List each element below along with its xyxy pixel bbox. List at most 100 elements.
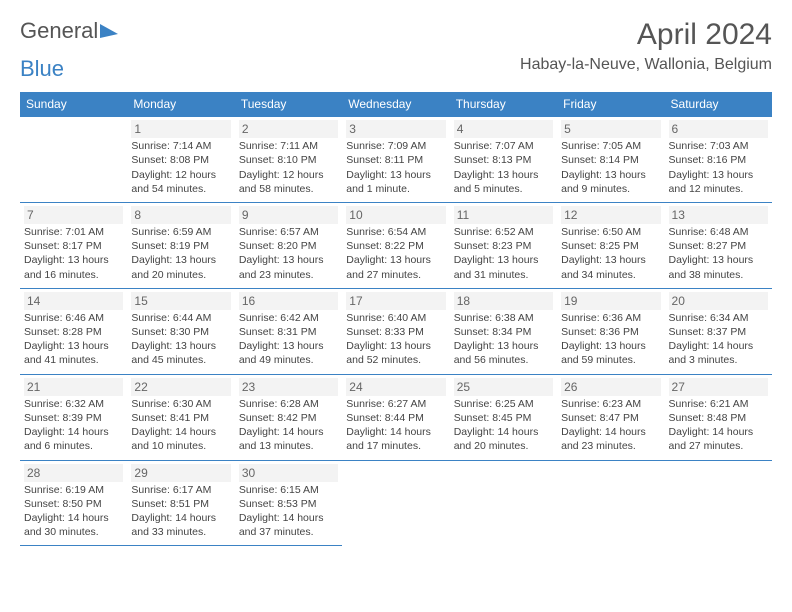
day-number: 4 [454, 120, 553, 138]
cell-daylight1: Daylight: 12 hours [239, 168, 338, 182]
day-number: 17 [346, 292, 445, 310]
cell-daylight1: Daylight: 13 hours [239, 253, 338, 267]
cell-sunset: Sunset: 8:19 PM [131, 239, 230, 253]
calendar-cell: 22Sunrise: 6:30 AMSunset: 8:41 PMDayligh… [127, 374, 234, 460]
calendar-cell [665, 460, 772, 546]
cell-daylight1: Daylight: 13 hours [346, 339, 445, 353]
calendar-cell: 11Sunrise: 6:52 AMSunset: 8:23 PMDayligh… [450, 202, 557, 288]
day-number: 21 [24, 378, 123, 396]
cell-sunrise: Sunrise: 6:57 AM [239, 225, 338, 239]
day-number: 1 [131, 120, 230, 138]
calendar-cell: 17Sunrise: 6:40 AMSunset: 8:33 PMDayligh… [342, 288, 449, 374]
cell-daylight2: and 27 minutes. [669, 439, 768, 453]
day-number: 19 [561, 292, 660, 310]
cell-daylight1: Daylight: 13 hours [454, 253, 553, 267]
calendar-cell: 18Sunrise: 6:38 AMSunset: 8:34 PMDayligh… [450, 288, 557, 374]
cell-daylight1: Daylight: 13 hours [561, 339, 660, 353]
cell-sunrise: Sunrise: 6:27 AM [346, 397, 445, 411]
cell-sunrise: Sunrise: 6:38 AM [454, 311, 553, 325]
cell-daylight1: Daylight: 13 hours [239, 339, 338, 353]
calendar-cell: 16Sunrise: 6:42 AMSunset: 8:31 PMDayligh… [235, 288, 342, 374]
cell-daylight2: and 20 minutes. [454, 439, 553, 453]
cell-daylight2: and 41 minutes. [24, 353, 123, 367]
calendar-cell: 8Sunrise: 6:59 AMSunset: 8:19 PMDaylight… [127, 202, 234, 288]
calendar-week-row: 28Sunrise: 6:19 AMSunset: 8:50 PMDayligh… [20, 460, 772, 546]
calendar-cell: 3Sunrise: 7:09 AMSunset: 8:11 PMDaylight… [342, 117, 449, 203]
cell-daylight1: Daylight: 14 hours [669, 425, 768, 439]
cell-sunset: Sunset: 8:42 PM [239, 411, 338, 425]
cell-sunset: Sunset: 8:34 PM [454, 325, 553, 339]
cell-daylight1: Daylight: 12 hours [131, 168, 230, 182]
cell-daylight2: and 1 minute. [346, 182, 445, 196]
day-number: 22 [131, 378, 230, 396]
calendar-week-row: 14Sunrise: 6:46 AMSunset: 8:28 PMDayligh… [20, 288, 772, 374]
cell-sunrise: Sunrise: 6:28 AM [239, 397, 338, 411]
cell-daylight2: and 6 minutes. [24, 439, 123, 453]
day-number: 20 [669, 292, 768, 310]
cell-sunset: Sunset: 8:11 PM [346, 153, 445, 167]
cell-sunset: Sunset: 8:33 PM [346, 325, 445, 339]
cell-daylight1: Daylight: 14 hours [131, 425, 230, 439]
cell-daylight2: and 45 minutes. [131, 353, 230, 367]
day-number: 2 [239, 120, 338, 138]
cell-sunset: Sunset: 8:23 PM [454, 239, 553, 253]
cell-sunrise: Sunrise: 6:15 AM [239, 483, 338, 497]
calendar-cell: 24Sunrise: 6:27 AMSunset: 8:44 PMDayligh… [342, 374, 449, 460]
calendar-cell [450, 460, 557, 546]
cell-daylight1: Daylight: 13 hours [454, 339, 553, 353]
calendar-cell [342, 460, 449, 546]
day-number: 6 [669, 120, 768, 138]
calendar-cell: 1Sunrise: 7:14 AMSunset: 8:08 PMDaylight… [127, 117, 234, 203]
day-number: 12 [561, 206, 660, 224]
location: Habay-la-Neuve, Wallonia, Belgium [520, 56, 772, 74]
logo-text-1: General [20, 18, 98, 44]
cell-daylight1: Daylight: 14 hours [24, 425, 123, 439]
cell-daylight1: Daylight: 14 hours [131, 511, 230, 525]
cell-sunset: Sunset: 8:16 PM [669, 153, 768, 167]
cell-sunset: Sunset: 8:44 PM [346, 411, 445, 425]
cell-daylight1: Daylight: 14 hours [239, 425, 338, 439]
cell-sunset: Sunset: 8:17 PM [24, 239, 123, 253]
cell-sunrise: Sunrise: 6:30 AM [131, 397, 230, 411]
calendar-cell: 9Sunrise: 6:57 AMSunset: 8:20 PMDaylight… [235, 202, 342, 288]
calendar-week-row: 21Sunrise: 6:32 AMSunset: 8:39 PMDayligh… [20, 374, 772, 460]
cell-sunset: Sunset: 8:30 PM [131, 325, 230, 339]
cell-daylight1: Daylight: 14 hours [454, 425, 553, 439]
cell-sunrise: Sunrise: 6:36 AM [561, 311, 660, 325]
cell-daylight2: and 49 minutes. [239, 353, 338, 367]
cell-daylight2: and 9 minutes. [561, 182, 660, 196]
day-header: Wednesday [342, 92, 449, 117]
calendar-cell: 25Sunrise: 6:25 AMSunset: 8:45 PMDayligh… [450, 374, 557, 460]
cell-daylight1: Daylight: 14 hours [669, 339, 768, 353]
cell-sunset: Sunset: 8:22 PM [346, 239, 445, 253]
calendar-cell: 15Sunrise: 6:44 AMSunset: 8:30 PMDayligh… [127, 288, 234, 374]
calendar-cell [557, 460, 664, 546]
day-number: 27 [669, 378, 768, 396]
calendar-week-row: 1Sunrise: 7:14 AMSunset: 8:08 PMDaylight… [20, 117, 772, 203]
calendar-cell: 7Sunrise: 7:01 AMSunset: 8:17 PMDaylight… [20, 202, 127, 288]
day-number: 30 [239, 464, 338, 482]
cell-daylight2: and 38 minutes. [669, 268, 768, 282]
logo: General [20, 18, 118, 44]
cell-daylight1: Daylight: 14 hours [239, 511, 338, 525]
cell-sunset: Sunset: 8:20 PM [239, 239, 338, 253]
cell-daylight2: and 16 minutes. [24, 268, 123, 282]
day-number: 26 [561, 378, 660, 396]
cell-daylight1: Daylight: 13 hours [24, 253, 123, 267]
calendar-table: Sunday Monday Tuesday Wednesday Thursday… [20, 92, 772, 546]
day-header: Saturday [665, 92, 772, 117]
cell-daylight2: and 13 minutes. [239, 439, 338, 453]
calendar-cell: 19Sunrise: 6:36 AMSunset: 8:36 PMDayligh… [557, 288, 664, 374]
day-number: 7 [24, 206, 123, 224]
day-header: Friday [557, 92, 664, 117]
cell-sunrise: Sunrise: 7:11 AM [239, 139, 338, 153]
calendar-cell: 30Sunrise: 6:15 AMSunset: 8:53 PMDayligh… [235, 460, 342, 546]
cell-sunrise: Sunrise: 6:52 AM [454, 225, 553, 239]
calendar-cell: 4Sunrise: 7:07 AMSunset: 8:13 PMDaylight… [450, 117, 557, 203]
cell-sunrise: Sunrise: 7:05 AM [561, 139, 660, 153]
cell-sunset: Sunset: 8:50 PM [24, 497, 123, 511]
day-number: 18 [454, 292, 553, 310]
calendar-cell: 12Sunrise: 6:50 AMSunset: 8:25 PMDayligh… [557, 202, 664, 288]
title-block: April 2024 Habay-la-Neuve, Wallonia, Bel… [520, 18, 772, 74]
cell-daylight2: and 17 minutes. [346, 439, 445, 453]
